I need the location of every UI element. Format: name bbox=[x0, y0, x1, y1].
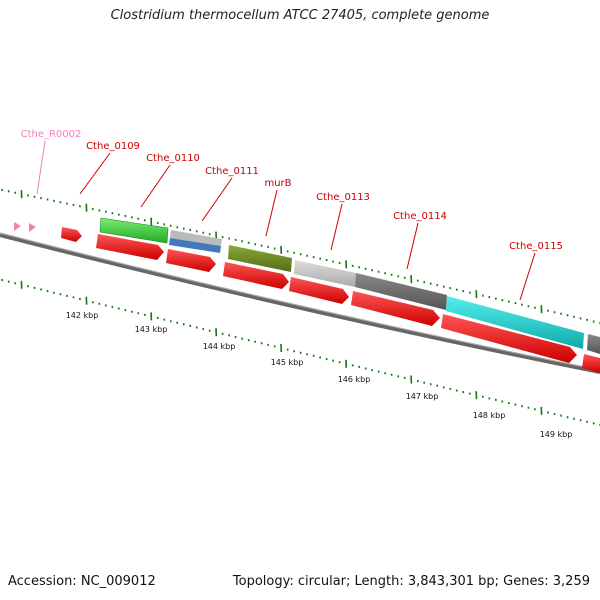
genome-backbone bbox=[0, 233, 600, 374]
upper-tick-row bbox=[1, 188, 600, 325]
gene-label-cthe-0109[interactable]: Cthe_0109 bbox=[86, 141, 140, 152]
scale-label: 144 kbp bbox=[203, 342, 236, 351]
callout-line bbox=[265, 189, 278, 237]
callout-line bbox=[140, 164, 171, 208]
cds-track bbox=[61, 227, 600, 373]
lower-tick-row bbox=[1, 278, 600, 427]
gene-cthe-0114 bbox=[355, 273, 447, 310]
callout-line bbox=[406, 222, 419, 270]
map-title: Clostridium thermocellum ATCC 27405, com… bbox=[110, 8, 490, 23]
gene-cthe-0115 bbox=[446, 296, 584, 349]
genome-backbone-highlight bbox=[0, 232, 600, 371]
scale-label: 146 kbp bbox=[338, 375, 371, 384]
scale-label: 147 kbp bbox=[406, 392, 439, 401]
gene-label-cthe-0110[interactable]: Cthe_0110 bbox=[146, 153, 200, 164]
genome-summary-text: Topology: circular; Length: 3,843,301 bp… bbox=[232, 574, 590, 589]
gene-cthe-0110 bbox=[169, 230, 222, 253]
callout-line bbox=[201, 177, 233, 222]
gene-cthe-0109 bbox=[99, 217, 169, 244]
scale-label: 143 kbp bbox=[135, 325, 168, 334]
scale-label: 148 kbp bbox=[473, 411, 506, 420]
callout-line bbox=[36, 140, 46, 195]
pink-feature-arrow bbox=[29, 223, 36, 232]
gene-label-cthe-r0002[interactable]: Cthe_R0002 bbox=[21, 129, 82, 140]
scale-label: 149 kbp bbox=[540, 430, 573, 439]
gene-label-cthe-0115[interactable]: Cthe_0115 bbox=[509, 241, 563, 252]
gene-label-murb[interactable]: murB bbox=[264, 178, 291, 189]
accession-text: Accession: NC_009012 bbox=[8, 574, 156, 589]
callout-line bbox=[519, 252, 536, 301]
gene-label-cthe-0111[interactable]: Cthe_0111 bbox=[205, 166, 259, 177]
scale-label: 142 kbp bbox=[66, 311, 99, 320]
gene-label-cthe-0113[interactable]: Cthe_0113 bbox=[316, 192, 370, 203]
callout-line bbox=[330, 203, 343, 251]
gene-murb bbox=[228, 245, 292, 272]
gene-next-partial bbox=[587, 334, 600, 354]
callout-line bbox=[79, 152, 111, 195]
scale-label: 145 kbp bbox=[271, 358, 304, 367]
pink-feature-arrow bbox=[14, 222, 21, 231]
gene-cthe-0113 bbox=[294, 260, 356, 287]
gene-label-cthe-0114[interactable]: Cthe_0114 bbox=[393, 211, 447, 222]
